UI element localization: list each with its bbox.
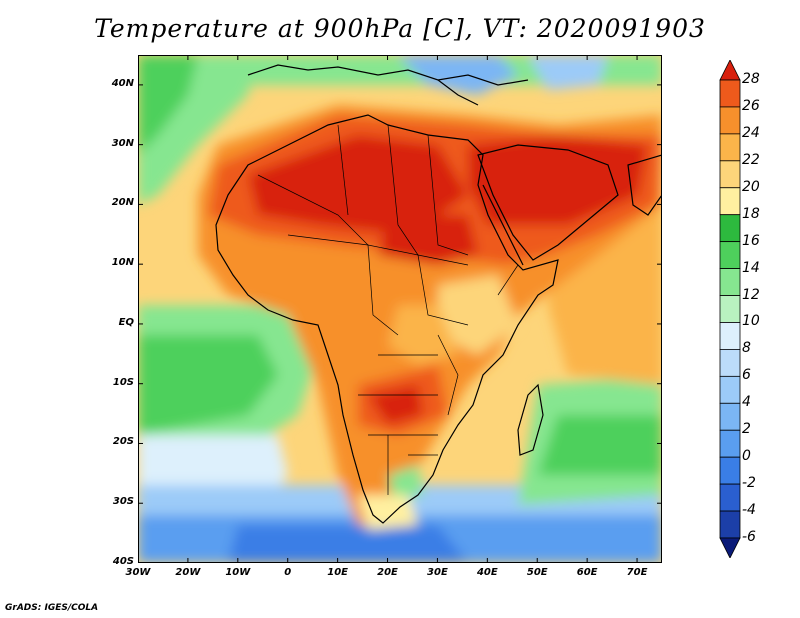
lat-tick-label: 30S xyxy=(112,496,134,508)
colorbar-label: -2 xyxy=(742,475,756,492)
lat-tick-label: 10S xyxy=(112,376,134,388)
coastlines xyxy=(215,64,662,524)
lon-tick-label: 40E xyxy=(476,567,498,578)
colorbar-bin xyxy=(719,456,741,485)
colorbar-bin xyxy=(719,429,741,458)
map-title: Temperature at 900hPa [C], VT: 202009190… xyxy=(94,14,706,43)
colorbar-bin xyxy=(719,160,741,189)
map-frame xyxy=(138,55,662,563)
lon-tick-label: 60E xyxy=(576,567,598,578)
colorbar-label: 12 xyxy=(742,286,760,303)
colorbar-label: 28 xyxy=(742,71,760,87)
temperature-field xyxy=(138,55,662,563)
lat-tick-label: EQ xyxy=(118,316,134,328)
colorbar-bin xyxy=(719,322,741,350)
lon-tick-label: 0 xyxy=(284,567,292,578)
colorbar-bin xyxy=(719,60,741,81)
colorbar-label: 8 xyxy=(742,340,751,357)
lat-tick-label: 10N xyxy=(111,257,134,269)
colorbar-label: 0 xyxy=(742,448,751,465)
lon-tick-label: 30W xyxy=(125,567,151,578)
colorbar-bin xyxy=(719,268,741,296)
colorbar-label: 10 xyxy=(742,313,760,330)
colorbar-label: 16 xyxy=(742,232,760,249)
colorbar-label: 18 xyxy=(742,205,760,222)
colorbar-bin xyxy=(719,79,741,108)
lon-tick-label: 50E xyxy=(526,567,548,578)
country-borders xyxy=(257,124,519,495)
colorbar-bin xyxy=(719,402,741,431)
colorbar-label: 22 xyxy=(742,151,760,168)
colorbar-bin xyxy=(719,214,741,243)
lon-tick-label: 10W xyxy=(225,567,251,578)
credit-text: GrADS: IGES/COLA xyxy=(5,603,99,613)
colorbar-label: 24 xyxy=(742,124,760,141)
colorbar-label: -4 xyxy=(742,502,756,519)
colorbar-bin xyxy=(719,295,741,323)
colorbar-bin xyxy=(719,241,741,269)
colorbar-bin xyxy=(719,106,741,135)
colorbar-label: 26 xyxy=(742,97,760,114)
lat-tick-label: 40S xyxy=(112,556,134,567)
lat-tick-label: 30N xyxy=(111,137,134,149)
temperature-map xyxy=(137,55,662,564)
lon-tick-label: 20W xyxy=(175,567,201,578)
colorbar-label: -6 xyxy=(742,529,756,545)
lat-tick-label: 20N xyxy=(111,197,134,209)
colorbar-bin xyxy=(719,510,741,539)
colorbar-bin xyxy=(719,187,741,216)
lon-tick-label: 20E xyxy=(377,567,398,578)
colorbar-label: 2 xyxy=(742,421,751,438)
colorbar-label: 20 xyxy=(742,178,760,195)
colorbar-bin xyxy=(719,133,741,162)
colorbar-label: 6 xyxy=(742,367,751,384)
lon-tick-label: 30E xyxy=(427,567,448,578)
lat-tick-label: 40N xyxy=(111,77,134,89)
colorbar-bin xyxy=(719,483,741,512)
colorbar-label: 4 xyxy=(742,394,751,411)
colorbar xyxy=(719,60,741,558)
map-panel xyxy=(137,55,662,564)
colorbar-bin xyxy=(719,375,741,404)
lon-tick-label: 10E xyxy=(327,567,348,578)
lat-tick-label: 20S xyxy=(112,436,134,448)
colorbar-label: 14 xyxy=(742,259,760,276)
lon-tick-label: 70E xyxy=(626,567,648,578)
colorbar-bin xyxy=(719,349,741,377)
colorbar-bin xyxy=(719,537,741,558)
